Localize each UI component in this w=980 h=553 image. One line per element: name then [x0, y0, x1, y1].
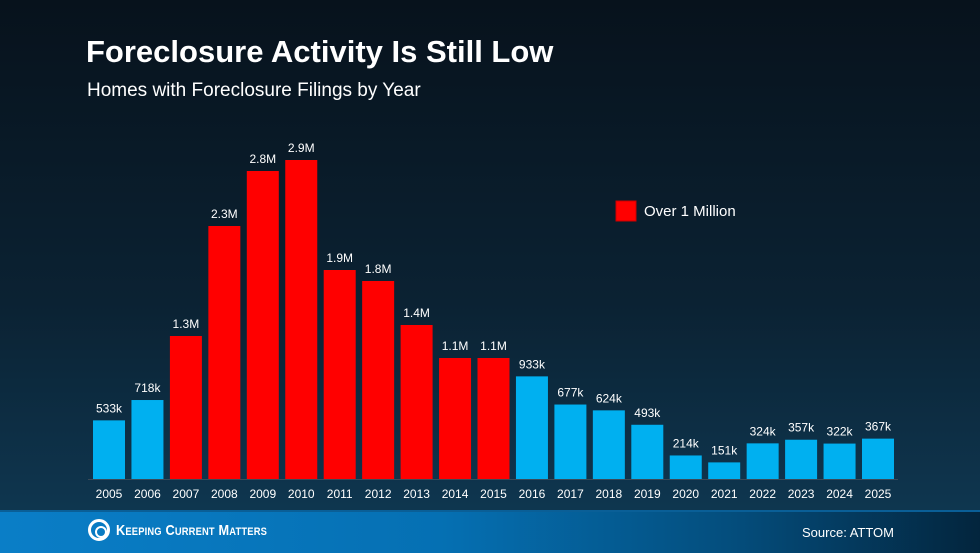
data-label: 493k — [634, 406, 661, 420]
page-subtitle: Homes with Foreclosure Filings by Year — [87, 80, 421, 101]
x-tick-label: 2005 — [96, 487, 123, 501]
x-tick-label: 2009 — [249, 487, 276, 501]
data-label: 1.9M — [326, 251, 353, 265]
bar-2015 — [477, 358, 510, 479]
bar-2008 — [208, 226, 241, 479]
x-tick-label: 2023 — [788, 487, 815, 501]
bar-2010 — [285, 160, 318, 479]
x-tick-label: 2021 — [711, 487, 738, 501]
data-label: 322k — [827, 425, 854, 439]
bar-2020 — [669, 455, 702, 479]
page-title: Foreclosure Activity Is Still Low — [86, 34, 554, 69]
data-label: 151k — [711, 443, 738, 457]
data-label: 1.4M — [403, 306, 430, 320]
bar-2022 — [746, 443, 779, 479]
data-label: 933k — [519, 357, 546, 371]
x-tick-label: 2013 — [403, 487, 430, 501]
bar-2024 — [823, 443, 856, 479]
x-tick-label: 2014 — [442, 487, 469, 501]
bar-2025 — [862, 438, 894, 479]
bar-2011 — [323, 270, 356, 479]
bar-2005 — [93, 420, 125, 479]
bar-2018 — [592, 410, 625, 479]
legend-swatch — [615, 200, 637, 222]
bar-2012 — [362, 281, 395, 479]
x-tick-label: 2019 — [634, 487, 661, 501]
data-label: 2.8M — [249, 152, 276, 166]
data-label: 677k — [557, 386, 584, 400]
x-tick-label: 2022 — [749, 487, 776, 501]
x-tick-label: 2007 — [173, 487, 200, 501]
x-tick-label: 2008 — [211, 487, 238, 501]
legend-label: Over 1 Million — [644, 203, 736, 220]
bar-2023 — [785, 439, 818, 479]
x-tick-label: 2010 — [288, 487, 315, 501]
data-label: 324k — [750, 424, 777, 438]
x-tick-label: 2016 — [519, 487, 546, 501]
x-tick-label: 2017 — [557, 487, 584, 501]
data-label: 533k — [96, 401, 123, 415]
x-tick-label: 2015 — [480, 487, 507, 501]
data-label: 367k — [865, 420, 892, 434]
bar-2021 — [708, 462, 741, 479]
x-tick-label: 2011 — [327, 487, 353, 501]
bar-2013 — [400, 325, 433, 479]
x-tick-label: 2012 — [365, 487, 392, 501]
bar-2014 — [439, 358, 472, 479]
logo-icon — [88, 519, 110, 541]
data-label: 624k — [596, 391, 623, 405]
bar-2006 — [131, 400, 164, 479]
data-label: 2.3M — [211, 207, 238, 221]
data-label: 214k — [673, 436, 700, 450]
data-label: 1.3M — [173, 317, 200, 331]
brand-name: Keeping Current Matters — [116, 521, 268, 539]
x-tick-label: 2020 — [672, 487, 699, 501]
bar-2007 — [169, 336, 202, 479]
source-note: Source: ATTOM — [802, 525, 894, 540]
x-tick-label: 2018 — [595, 487, 622, 501]
data-label: 718k — [134, 381, 161, 395]
brand-logo: Keeping Current Matters — [88, 519, 294, 541]
bar-2019 — [631, 424, 664, 479]
data-label: 1.1M — [480, 339, 507, 353]
x-tick-label: 2024 — [826, 487, 853, 501]
data-label: 1.8M — [365, 262, 392, 276]
bar-2009 — [246, 171, 279, 479]
bar-chart: 533k 2005 718k 2006 1.3M 2007 2.3M 2008 2.8M 2009… — [88, 141, 898, 501]
bar-2016 — [515, 376, 548, 479]
footer: Keeping Current Matters Source: ATTOM — [0, 510, 980, 553]
data-label: 1.1M — [442, 339, 469, 353]
bar-2017 — [554, 404, 587, 479]
x-tick-label: 2025 — [865, 487, 892, 501]
data-label: 357k — [788, 421, 815, 435]
data-label: 2.9M — [288, 141, 315, 155]
x-tick-label: 2006 — [134, 487, 161, 501]
